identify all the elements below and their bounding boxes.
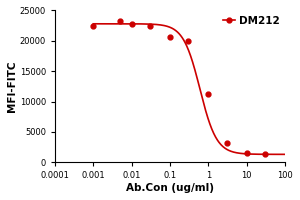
Y-axis label: MFI-FITC: MFI-FITC <box>7 61 17 112</box>
Legend: DM212: DM212 <box>220 14 282 28</box>
X-axis label: Ab.Con (ug/ml): Ab.Con (ug/ml) <box>126 183 214 193</box>
